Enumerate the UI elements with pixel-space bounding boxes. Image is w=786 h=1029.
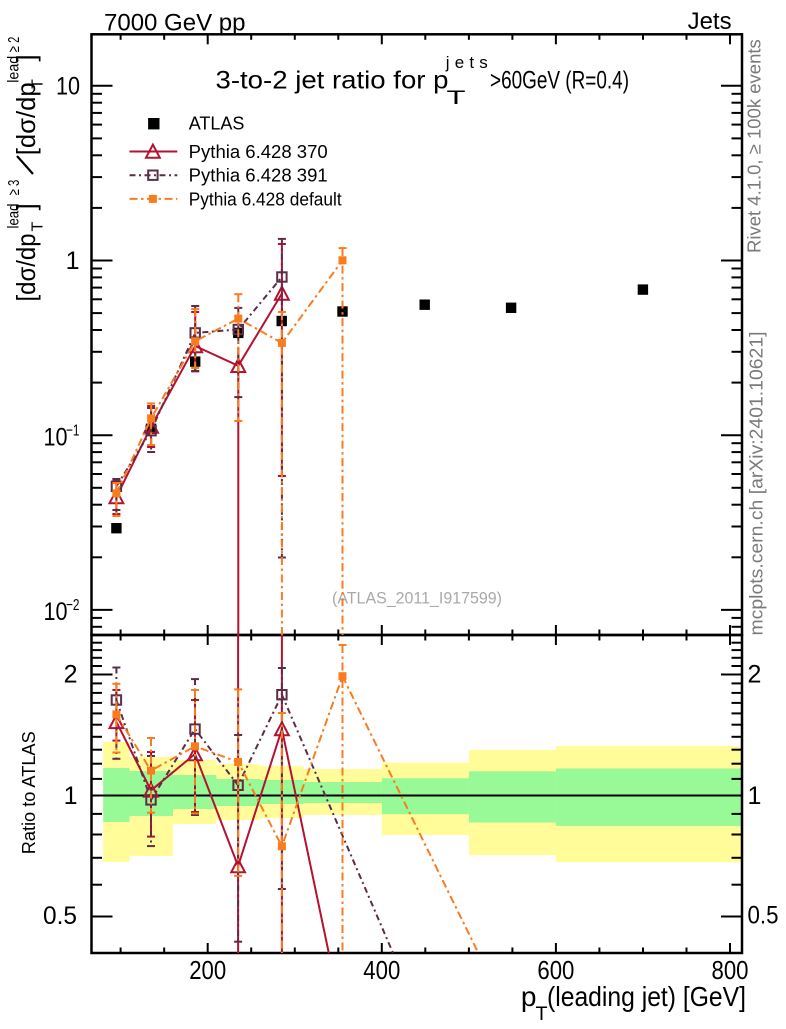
svg-text:200: 200 <box>189 955 226 985</box>
svg-text:2: 2 <box>748 661 762 689</box>
svg-text:T: T <box>30 79 47 89</box>
svg-text:1: 1 <box>64 782 78 810</box>
svg-text:mcplots.cern.ch [arXiv:2401.10: mcplots.cern.ch [arXiv:2401.10621] <box>747 332 767 636</box>
svg-text:2: 2 <box>64 661 78 689</box>
svg-text:Ratio to ATLAS: Ratio to ATLAS <box>19 731 39 854</box>
svg-text:Jets: Jets <box>688 8 732 35</box>
svg-text:10: 10 <box>44 598 68 626</box>
svg-text:Pythia 6.428 370: Pythia 6.428 370 <box>189 142 328 162</box>
svg-text:Pythia 6.428 default: Pythia 6.428 default <box>189 189 342 209</box>
svg-text:(ATLAS_2011_I917599): (ATLAS_2011_I917599) <box>332 588 502 607</box>
svg-text:3-to-2 jet ratio for p: 3-to-2 jet ratio for p <box>216 67 449 95</box>
svg-text:−1: −1 <box>66 422 80 439</box>
svg-text:−2: −2 <box>66 597 80 614</box>
svg-text:lead: lead <box>6 204 23 229</box>
svg-text:Rivet 4.1.0, ≥ 100k events: Rivet 4.1.0, ≥ 100k events <box>744 39 765 253</box>
svg-text:]: ] <box>11 54 41 61</box>
svg-text:(leading jet) [GeV]: (leading jet) [GeV] <box>547 981 746 1012</box>
svg-text:ATLAS: ATLAS <box>189 114 245 134</box>
svg-text:1: 1 <box>748 782 762 810</box>
svg-text:10: 10 <box>44 423 68 451</box>
svg-text:>60GeV (R=0.4): >60GeV (R=0.4) <box>490 67 629 95</box>
svg-text:]: ] <box>11 203 41 210</box>
svg-text:T: T <box>30 222 47 232</box>
svg-text:1: 1 <box>66 247 80 275</box>
svg-text:≥ 2: ≥ 2 <box>6 37 23 53</box>
svg-text:T: T <box>447 88 467 109</box>
svg-text:10: 10 <box>56 73 80 101</box>
svg-text:[dσ/dp: [dσ/dp <box>11 82 41 155</box>
svg-text:Pythia 6.428 391: Pythia 6.428 391 <box>189 166 328 186</box>
svg-text:lead: lead <box>6 56 23 83</box>
svg-text:p: p <box>521 981 537 1012</box>
svg-text:400: 400 <box>363 955 400 985</box>
svg-text:T: T <box>536 1004 548 1024</box>
svg-text:7000 GeV pp: 7000 GeV pp <box>104 10 245 37</box>
svg-text:800: 800 <box>712 955 749 985</box>
svg-text:0.5: 0.5 <box>748 902 779 930</box>
svg-text:[dσ/dp: [dσ/dp <box>11 234 41 302</box>
svg-text:0.5: 0.5 <box>43 902 77 930</box>
svg-text:≥ 3: ≥ 3 <box>6 180 23 196</box>
svg-text:600: 600 <box>537 955 574 985</box>
